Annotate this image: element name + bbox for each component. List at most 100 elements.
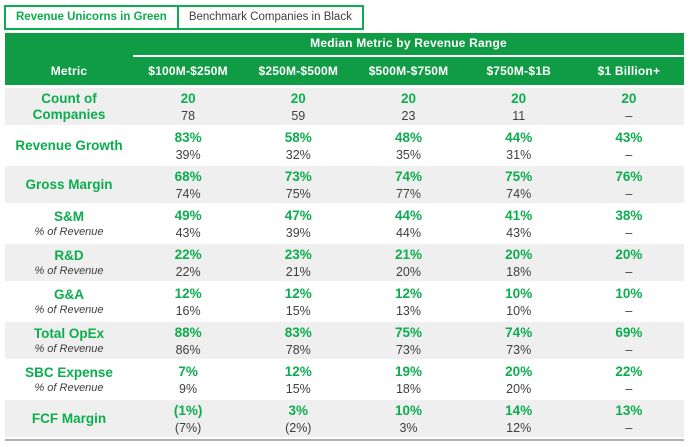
table-row: Count of Companies 20 78 20 59 20 23 20 11 20– [5,88,684,125]
benchmark-median-value: 78 [181,108,196,123]
benchmark-median-value: – [625,381,633,396]
benchmark-median-value: 10% [506,303,532,318]
benchmark-median-value: 12% [506,420,532,435]
table-row: Total OpEx% of Revenue 88% 86% 83% 78% 75% 73%… [5,322,684,359]
unicorn-median-value: 68% [174,168,202,184]
benchmark-median-value: (7%) [174,420,202,435]
header-spacer [5,33,133,57]
benchmark-median-value: 15% [285,303,311,318]
metric-label: Revenue Growth [15,137,123,153]
unicorn-median-value: 10% [615,285,643,301]
unicorn-median-value: 48% [394,129,422,145]
unicorn-median-value: 44% [394,207,422,223]
unicorn-median-value: 10% [394,402,422,418]
value-cell: 22% – [574,361,684,398]
metric-cell: SBC Expense% of Revenue [5,361,133,398]
value-cell: 43% – [574,127,684,164]
benchmark-median-value: 15% [285,381,311,396]
revenue-range-column-header: $100M-$250M [148,64,228,78]
table-header: Median Metric by Revenue Range Metric $1… [5,33,684,85]
benchmark-median-value: 39% [285,225,311,240]
value-cell: 7% 9% [133,361,243,398]
legend-unicorns-label: Revenue Unicorns in Green [6,7,179,28]
unicorn-median-value: 76% [615,168,643,184]
metric-subtitle: % of Revenue [34,225,104,238]
table-body: Count of Companies 20 78 20 59 20 23 20 11 20– Rev… [5,88,684,441]
unicorn-median-value: 83% [284,324,312,340]
metric-label: R&D [54,247,84,263]
unicorn-median-value: 20% [505,363,533,379]
value-cell: (1%) (7%) [133,400,243,437]
benchmark-median-value: 43% [506,225,532,240]
value-cell: 68% 74% [133,166,243,203]
table-column-headers: Metric $100M-$250M $250M-$500M $500M-$750M… [5,57,684,85]
value-cell: 13% – [574,400,684,437]
benchmark-median-value: – [625,420,633,435]
benchmark-median-value: 9% [179,381,198,396]
unicorn-median-value: 75% [394,324,422,340]
table-row: R&D% of Revenue 22% 22% 23% 21% 21% 20% 20% 18% 2… [5,244,684,281]
benchmark-median-value: 86% [175,342,201,357]
value-cell: 74% 77% [353,166,463,203]
benchmark-median-value: – [625,264,633,279]
benchmark-median-value: 44% [395,225,421,240]
value-cell: 49% 43% [133,205,243,242]
table-row: Revenue Growth 83% 39% 58% 32% 48% 35% 44% 31% 43… [5,127,684,164]
benchmark-median-value: – [625,147,633,162]
unicorn-median-value: 22% [615,363,643,379]
value-cell: 20 23 [353,88,463,125]
value-cell: 74% 73% [464,322,574,359]
benchmark-median-value: 35% [395,147,421,162]
metric-column-header: Metric [50,64,88,78]
value-cell: 69% – [574,322,684,359]
value-cell: 12% 16% [133,283,243,320]
value-cell: 21% 20% [353,244,463,281]
metric-label: Gross Margin [25,176,113,192]
metric-subtitle: % of Revenue [34,264,104,277]
benchmark-median-value: (2%) [285,420,312,435]
benchmark-median-value: 77% [395,186,421,201]
metric-cell: G&A% of Revenue [5,283,133,320]
value-cell: 23% 21% [243,244,353,281]
unicorn-median-value: 12% [174,285,202,301]
median-metric-table: Median Metric by Revenue Range Metric $1… [5,33,684,441]
unicorn-median-value: 41% [505,207,533,223]
value-cell: 83% 39% [133,127,243,164]
unicorn-median-value: 12% [284,285,312,301]
benchmark-median-value: 74% [506,186,532,201]
unicorn-median-value: 83% [174,129,202,145]
metric-cell: R&D% of Revenue [5,244,133,281]
value-cell: 47% 39% [243,205,353,242]
value-cell: 20 11 [464,88,574,125]
unicorn-median-value: 20 [400,90,416,106]
metric-label: FCF Margin [31,410,107,426]
value-cell: 10% 10% [464,283,574,320]
unicorn-median-value: 20% [505,246,533,262]
value-cell: 12% 13% [353,283,463,320]
unicorn-median-value: 21% [394,246,422,262]
unicorn-median-value: 13% [615,402,643,418]
benchmark-median-value: 73% [506,342,532,357]
unicorn-median-value: 75% [505,168,533,184]
value-cell: 22% 22% [133,244,243,281]
unicorn-median-value: 20 [621,90,637,106]
value-cell: 83% 78% [243,322,353,359]
value-cell: 12% 15% [243,283,353,320]
value-cell: 73% 75% [243,166,353,203]
metric-subtitle: % of Revenue [34,303,104,316]
revenue-range-column-header: $500M-$750M [368,64,449,78]
value-cell: 20 78 [133,88,243,125]
value-cell: 75% 73% [353,322,463,359]
unicorn-median-value: (1%) [173,402,203,418]
unicorn-median-value: 14% [505,402,533,418]
metric-subtitle: % of Revenue [34,381,104,394]
metric-cell: FCF Margin [5,400,133,437]
metric-cell: Count of Companies [5,88,133,125]
value-cell: 3% (2%) [243,400,353,437]
value-cell: 48% 35% [353,127,463,164]
revenue-range-column-header: $1 Billion+ [597,64,661,78]
value-cell: 20% 20% [464,361,574,398]
unicorn-median-value: 23% [284,246,312,262]
benchmark-median-value: 73% [395,342,421,357]
unicorn-median-value: 12% [284,363,312,379]
